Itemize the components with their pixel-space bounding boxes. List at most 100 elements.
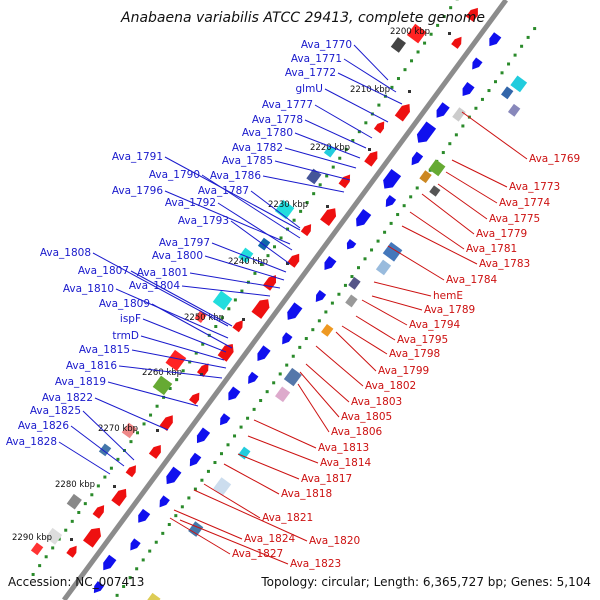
gc-marker (396, 77, 400, 81)
gc-marker (409, 195, 413, 199)
forward-gene-arrow (324, 256, 337, 270)
reverse-leader-line (401, 225, 478, 265)
gc-marker (44, 555, 48, 559)
gc-marker (363, 257, 367, 261)
gc-marker (51, 546, 55, 550)
gc-marker (253, 271, 257, 275)
forward-gene-label: Ava_1819 (55, 376, 106, 388)
gc-marker (259, 399, 263, 403)
forward-gene-label: Ava_1797 (159, 237, 210, 249)
reverse-gene-label: Ava_1814 (320, 457, 372, 469)
forward-leader-line (58, 441, 111, 475)
gc-marker (252, 407, 256, 411)
feature-tracks (30, 0, 537, 600)
gc-marker (149, 413, 153, 417)
forward-gene-arrow (130, 538, 141, 551)
gc-marker (219, 452, 223, 456)
gc-marker (507, 62, 511, 66)
scale-tick-mark (113, 485, 116, 488)
gc-marker (403, 68, 407, 72)
forward-gene-label: ispF (120, 313, 141, 325)
reverse-gene-arrow (364, 151, 378, 167)
gc-marker (154, 540, 158, 544)
gc-marker (415, 186, 419, 190)
forward-gene-arrow (93, 581, 105, 594)
forward-gene-label: Ava_1810 (63, 283, 114, 295)
gc-marker (266, 254, 270, 258)
forward-leader-line (314, 104, 373, 139)
page-title: Anabaena variabilis ATCC 29413, complete… (120, 10, 485, 26)
forward-gene-label: Ava_1826 (18, 420, 70, 432)
forward-gene-label: Ava_1790 (149, 169, 200, 181)
scale-tick-label: 2260 kbp (142, 368, 182, 378)
topology-text: Topology: circular; Length: 6,365,727 bp… (260, 575, 591, 589)
gc-marker (279, 236, 283, 240)
reverse-gene-label: Ava_1784 (446, 274, 498, 286)
reverse-leader-line (173, 509, 243, 540)
scale-tick-mark (242, 318, 245, 321)
reverse-gene-label: Ava_1803 (351, 396, 402, 408)
accession-text: Accession: NC_007413 (8, 575, 144, 589)
forward-leader-line (92, 252, 229, 327)
reverse-gene-label: Ava_1779 (476, 228, 527, 240)
genome-backbone (61, 0, 509, 600)
feature-box (238, 247, 254, 264)
reverse-leader-line (373, 281, 432, 297)
forward-gene-label: Ava_1786 (210, 170, 262, 182)
forward-gene-arrow (103, 554, 117, 571)
forward-gene-arrow (385, 195, 397, 208)
reverse-gene-arrow (159, 415, 173, 431)
feature-box (510, 75, 528, 93)
forward-leader-line (107, 381, 199, 407)
gc-marker (240, 289, 244, 293)
forward-gene-label: Ava_1796 (112, 185, 164, 197)
gc-marker (330, 301, 334, 305)
gc-marker (188, 360, 192, 364)
reverse-gene-arrow (300, 224, 312, 237)
forward-gene-label: Ava_1787 (198, 185, 249, 197)
reverse-leader-line (445, 171, 498, 204)
reverse-gene-label: Ava_1781 (466, 243, 517, 255)
forward-leader-line (284, 147, 357, 169)
gc-marker (370, 248, 374, 252)
reverse-gene-arrow (394, 104, 410, 122)
scale-tick-label: 2200 kbp (390, 27, 430, 37)
reverse-gene-label: Ava_1783 (479, 258, 530, 270)
forward-leader-line (324, 88, 389, 123)
feature-box (348, 276, 361, 290)
gc-marker (351, 139, 355, 143)
gc-marker (273, 245, 277, 249)
reverse-gene-label: hemE (433, 290, 463, 302)
gc-marker (265, 390, 269, 394)
gc-marker (304, 337, 308, 341)
gc-marker (317, 319, 321, 323)
forward-gene-label: Ava_1804 (129, 280, 181, 292)
gc-marker (356, 266, 360, 270)
gc-marker (526, 35, 530, 39)
forward-gene-arrow (196, 427, 211, 444)
forward-gene-label: Ava_1782 (232, 142, 283, 154)
gc-marker (500, 71, 504, 75)
forward-gene-label: Ava_1771 (291, 53, 342, 65)
gc-marker (357, 130, 361, 134)
gc-marker (513, 53, 517, 57)
forward-gene-label: Ava_1822 (42, 392, 93, 404)
gc-marker (142, 422, 146, 426)
gc-marker (214, 325, 218, 329)
reverse-gene-label: Ava_1813 (318, 442, 369, 454)
forward-gene-arrow (189, 452, 202, 467)
gc-marker (350, 275, 354, 279)
gc-marker (487, 89, 491, 93)
scale-tick-label: 2250 kbp (184, 313, 224, 323)
gc-marker (416, 50, 420, 54)
gc-marker (343, 283, 347, 287)
gene-labels: Ava_1770 Ava_1771 Ava_1772 glmU Ava_1777 Ava_… (6, 39, 580, 570)
forward-gene-label: Ava_1825 (30, 405, 81, 417)
feature-box (146, 592, 161, 600)
forward-gene-arrow (472, 57, 483, 70)
gc-marker (325, 174, 329, 178)
forward-gene-label: trmD (112, 330, 139, 342)
gc-marker (116, 457, 120, 461)
feature-box (452, 107, 466, 122)
feature-box (212, 290, 233, 311)
